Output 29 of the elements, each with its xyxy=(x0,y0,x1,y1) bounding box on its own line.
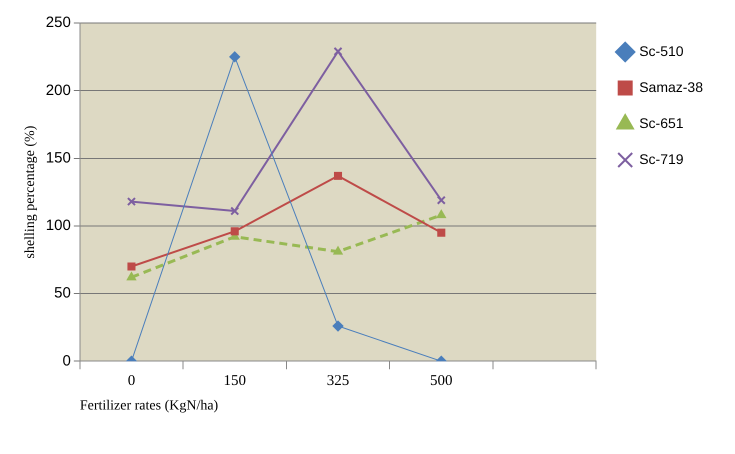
point xyxy=(126,272,136,280)
point xyxy=(437,228,446,237)
y-tick-label: 150 xyxy=(46,149,71,166)
point xyxy=(127,262,136,271)
legend-label: Sc-719 xyxy=(639,150,684,167)
legend-label: Samaz-38 xyxy=(639,78,704,95)
point xyxy=(126,197,136,206)
y-tick-label: 50 xyxy=(54,284,71,302)
y-tick-label: 100 xyxy=(46,217,71,234)
x-tick-label: 0 xyxy=(128,373,136,390)
point xyxy=(230,206,240,216)
point xyxy=(332,320,344,332)
point xyxy=(230,227,239,236)
point xyxy=(334,172,342,180)
y-axis-title: shelling percentage (%) xyxy=(23,125,38,259)
point xyxy=(229,51,240,62)
x-tick-label: 500 xyxy=(430,373,453,390)
point xyxy=(333,46,343,56)
x-tick-label: 325 xyxy=(326,373,350,390)
y-tick-label: 250 xyxy=(46,14,71,32)
y-tick-label: 200 xyxy=(46,82,71,99)
point xyxy=(436,196,446,205)
x-tick-label: 150 xyxy=(223,373,246,390)
x-axis-title: Fertilizer rates (KgN/ha) xyxy=(80,398,219,414)
legend-label: Sc-510 xyxy=(639,42,684,59)
y-tick-label: 0 xyxy=(62,352,71,370)
point xyxy=(333,246,343,255)
legend-label: Sc-651 xyxy=(639,114,684,131)
point xyxy=(436,210,446,218)
